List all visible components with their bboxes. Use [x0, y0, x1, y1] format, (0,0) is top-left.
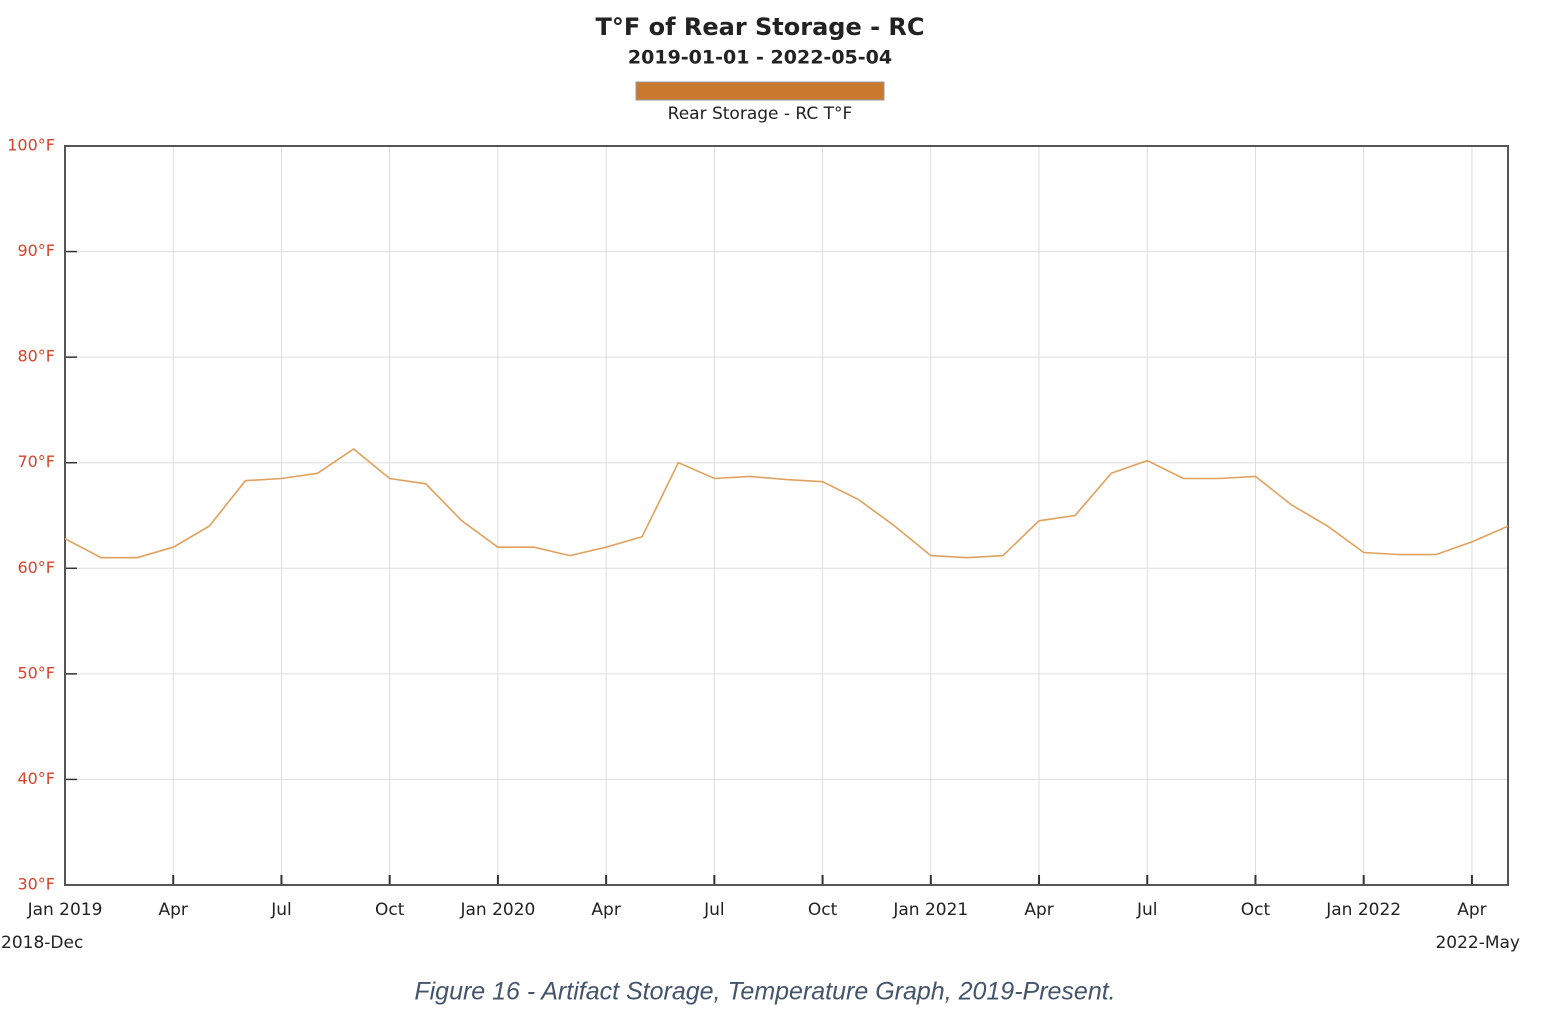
- legend-label: Rear Storage - RC T°F: [668, 104, 853, 124]
- x-tick-label: Jul: [703, 900, 725, 920]
- x-tick-label: Jan 2022: [1325, 900, 1401, 920]
- chart-title: T°F of Rear Storage - RC: [595, 13, 924, 41]
- x-tick-label: Jul: [1136, 900, 1158, 920]
- y-tick-label: 70°F: [17, 452, 55, 471]
- series-line: [64, 448, 1509, 559]
- x-tick-label: Apr: [591, 900, 620, 920]
- x-tick-label: Oct: [375, 900, 405, 920]
- legend-swatch: [635, 81, 885, 101]
- y-tick-label: 100°F: [7, 136, 55, 155]
- y-tick-label: 40°F: [17, 769, 55, 788]
- y-tick-label: 60°F: [17, 558, 55, 577]
- x-range-end: 2022-May: [1435, 933, 1520, 953]
- y-tick-label: 80°F: [17, 347, 55, 366]
- x-tick-label: Apr: [1457, 900, 1486, 920]
- x-tick-label: Jan 2021: [892, 900, 968, 920]
- y-tick-label: 90°F: [17, 241, 55, 260]
- x-tick-label: Jan 2020: [459, 900, 535, 920]
- y-tick-label: 30°F: [17, 875, 55, 894]
- x-tick-label: Jul: [270, 900, 292, 920]
- y-tick-label: 50°F: [17, 663, 55, 682]
- x-tick-label: Oct: [808, 900, 838, 920]
- caption: Figure 16 - Artifact Storage, Temperatur…: [414, 978, 1115, 1006]
- x-tick-label: Apr: [1024, 900, 1053, 920]
- x-tick-label: Oct: [1241, 900, 1271, 920]
- x-tick-label: Jan 2019: [27, 900, 103, 920]
- chart-subtitle: 2019-01-01 - 2022-05-04: [628, 47, 892, 69]
- x-range-start: 2018-Dec: [1, 933, 83, 953]
- x-tick-label: Apr: [159, 900, 188, 920]
- plot-frame: [64, 145, 1509, 886]
